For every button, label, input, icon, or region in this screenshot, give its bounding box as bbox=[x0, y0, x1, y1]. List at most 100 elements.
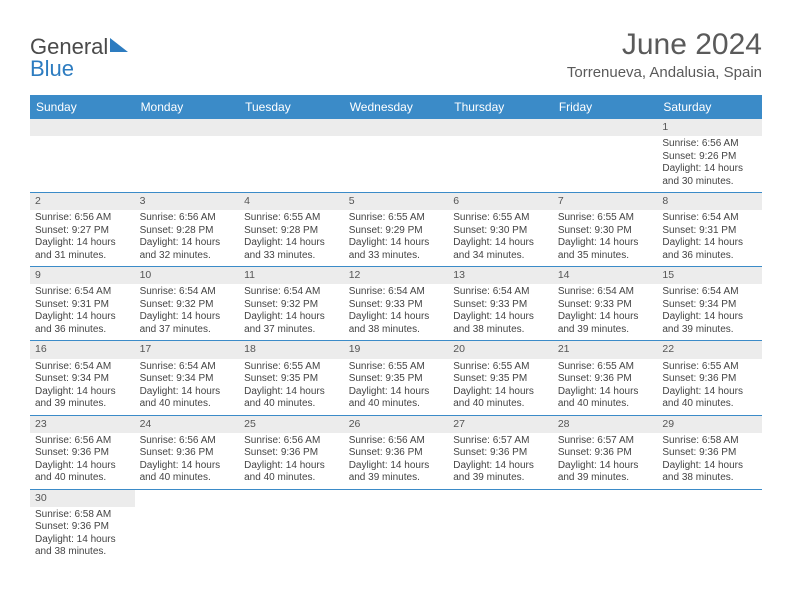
sunrise-text: Sunrise: 6:54 AM bbox=[35, 361, 130, 374]
calendar-day-cell: 12Sunrise: 6:54 AMSunset: 9:33 PMDayligh… bbox=[344, 267, 449, 341]
sunrise-text: Sunrise: 6:54 AM bbox=[349, 286, 444, 299]
daylight-text: Daylight: 14 hours and 40 minutes. bbox=[558, 386, 653, 411]
calendar-day-cell: 18Sunrise: 6:55 AMSunset: 9:35 PMDayligh… bbox=[239, 341, 344, 415]
day-number: 7 bbox=[553, 193, 658, 210]
day-body: Sunrise: 6:57 AMSunset: 9:36 PMDaylight:… bbox=[553, 433, 658, 489]
daylight-text: Daylight: 14 hours and 39 minutes. bbox=[662, 311, 757, 336]
sunrise-text: Sunrise: 6:56 AM bbox=[662, 138, 757, 151]
calendar-day-cell: 2Sunrise: 6:56 AMSunset: 9:27 PMDaylight… bbox=[30, 193, 135, 267]
day-body: Sunrise: 6:55 AMSunset: 9:35 PMDaylight:… bbox=[344, 359, 449, 415]
calendar-day-cell: 3Sunrise: 6:56 AMSunset: 9:28 PMDaylight… bbox=[135, 193, 240, 267]
sunset-text: Sunset: 9:30 PM bbox=[453, 225, 548, 238]
weekday-header: Wednesday bbox=[344, 95, 449, 119]
sunset-text: Sunset: 9:28 PM bbox=[244, 225, 339, 238]
calendar-day-cell: 1Sunrise: 6:56 AMSunset: 9:26 PMDaylight… bbox=[657, 119, 762, 193]
day-body: Sunrise: 6:54 AMSunset: 9:33 PMDaylight:… bbox=[448, 284, 553, 340]
day-body: Sunrise: 6:54 AMSunset: 9:34 PMDaylight:… bbox=[135, 359, 240, 415]
day-number: 11 bbox=[239, 267, 344, 284]
calendar-week-row: 2Sunrise: 6:56 AMSunset: 9:27 PMDaylight… bbox=[30, 193, 762, 267]
calendar-day-cell: 29Sunrise: 6:58 AMSunset: 9:36 PMDayligh… bbox=[657, 415, 762, 489]
daylight-text: Daylight: 14 hours and 39 minutes. bbox=[453, 460, 548, 485]
day-body: Sunrise: 6:54 AMSunset: 9:34 PMDaylight:… bbox=[657, 284, 762, 340]
daylight-text: Daylight: 14 hours and 40 minutes. bbox=[453, 386, 548, 411]
day-number: 6 bbox=[448, 193, 553, 210]
day-number: 28 bbox=[553, 416, 658, 433]
sunset-text: Sunset: 9:36 PM bbox=[558, 447, 653, 460]
calendar-week-row: 23Sunrise: 6:56 AMSunset: 9:36 PMDayligh… bbox=[30, 415, 762, 489]
calendar-day-cell: 15Sunrise: 6:54 AMSunset: 9:34 PMDayligh… bbox=[657, 267, 762, 341]
day-number: 25 bbox=[239, 416, 344, 433]
day-number bbox=[657, 490, 762, 507]
daylight-text: Daylight: 14 hours and 33 minutes. bbox=[244, 237, 339, 262]
day-number: 17 bbox=[135, 341, 240, 358]
day-number bbox=[239, 490, 344, 507]
sunrise-text: Sunrise: 6:56 AM bbox=[140, 212, 235, 225]
day-number: 20 bbox=[448, 341, 553, 358]
day-body: Sunrise: 6:54 AMSunset: 9:34 PMDaylight:… bbox=[30, 359, 135, 415]
day-number: 13 bbox=[448, 267, 553, 284]
sunset-text: Sunset: 9:34 PM bbox=[140, 373, 235, 386]
weekday-header: Thursday bbox=[448, 95, 553, 119]
calendar-week-row: 16Sunrise: 6:54 AMSunset: 9:34 PMDayligh… bbox=[30, 341, 762, 415]
day-body: Sunrise: 6:56 AMSunset: 9:36 PMDaylight:… bbox=[30, 433, 135, 489]
daylight-text: Daylight: 14 hours and 37 minutes. bbox=[140, 311, 235, 336]
weekday-header: Monday bbox=[135, 95, 240, 119]
sunset-text: Sunset: 9:26 PM bbox=[662, 151, 757, 164]
day-body: Sunrise: 6:54 AMSunset: 9:33 PMDaylight:… bbox=[553, 284, 658, 340]
daylight-text: Daylight: 14 hours and 30 minutes. bbox=[662, 163, 757, 188]
sunrise-text: Sunrise: 6:54 AM bbox=[244, 286, 339, 299]
calendar-day-cell: 8Sunrise: 6:54 AMSunset: 9:31 PMDaylight… bbox=[657, 193, 762, 267]
daylight-text: Daylight: 14 hours and 36 minutes. bbox=[662, 237, 757, 262]
daylight-text: Daylight: 14 hours and 31 minutes. bbox=[35, 237, 130, 262]
sunset-text: Sunset: 9:35 PM bbox=[349, 373, 444, 386]
sunrise-text: Sunrise: 6:54 AM bbox=[35, 286, 130, 299]
sunrise-text: Sunrise: 6:55 AM bbox=[558, 361, 653, 374]
calendar-week-row: 9Sunrise: 6:54 AMSunset: 9:31 PMDaylight… bbox=[30, 267, 762, 341]
calendar-day-cell: 23Sunrise: 6:56 AMSunset: 9:36 PMDayligh… bbox=[30, 415, 135, 489]
sunset-text: Sunset: 9:32 PM bbox=[244, 299, 339, 312]
daylight-text: Daylight: 14 hours and 34 minutes. bbox=[453, 237, 548, 262]
calendar-day-cell: 11Sunrise: 6:54 AMSunset: 9:32 PMDayligh… bbox=[239, 267, 344, 341]
calendar-day-cell: 6Sunrise: 6:55 AMSunset: 9:30 PMDaylight… bbox=[448, 193, 553, 267]
sunrise-text: Sunrise: 6:56 AM bbox=[35, 435, 130, 448]
day-number bbox=[239, 119, 344, 136]
calendar-day-cell: 9Sunrise: 6:54 AMSunset: 9:31 PMDaylight… bbox=[30, 267, 135, 341]
calendar-day-cell bbox=[239, 489, 344, 563]
calendar-day-cell bbox=[344, 489, 449, 563]
weekday-header: Sunday bbox=[30, 95, 135, 119]
day-number: 14 bbox=[553, 267, 658, 284]
calendar-day-cell bbox=[135, 489, 240, 563]
day-number: 5 bbox=[344, 193, 449, 210]
calendar-day-cell: 27Sunrise: 6:57 AMSunset: 9:36 PMDayligh… bbox=[448, 415, 553, 489]
calendar-day-cell bbox=[239, 119, 344, 193]
day-number bbox=[448, 119, 553, 136]
sunset-text: Sunset: 9:33 PM bbox=[453, 299, 548, 312]
calendar-day-cell: 5Sunrise: 6:55 AMSunset: 9:29 PMDaylight… bbox=[344, 193, 449, 267]
sunrise-text: Sunrise: 6:55 AM bbox=[244, 361, 339, 374]
sunrise-text: Sunrise: 6:55 AM bbox=[453, 212, 548, 225]
sunrise-text: Sunrise: 6:54 AM bbox=[453, 286, 548, 299]
calendar-day-cell: 10Sunrise: 6:54 AMSunset: 9:32 PMDayligh… bbox=[135, 267, 240, 341]
day-number: 21 bbox=[553, 341, 658, 358]
day-body: Sunrise: 6:54 AMSunset: 9:31 PMDaylight:… bbox=[657, 210, 762, 266]
sunset-text: Sunset: 9:34 PM bbox=[35, 373, 130, 386]
calendar-table: Sunday Monday Tuesday Wednesday Thursday… bbox=[30, 95, 762, 563]
title-block: June 2024 Torrenueva, Andalusia, Spain bbox=[567, 28, 762, 81]
sunrise-text: Sunrise: 6:56 AM bbox=[349, 435, 444, 448]
sunset-text: Sunset: 9:36 PM bbox=[349, 447, 444, 460]
day-body: Sunrise: 6:55 AMSunset: 9:30 PMDaylight:… bbox=[448, 210, 553, 266]
sunset-text: Sunset: 9:31 PM bbox=[662, 225, 757, 238]
day-number: 12 bbox=[344, 267, 449, 284]
day-number: 30 bbox=[30, 490, 135, 507]
calendar-day-cell: 30Sunrise: 6:58 AMSunset: 9:36 PMDayligh… bbox=[30, 489, 135, 563]
day-body: Sunrise: 6:54 AMSunset: 9:31 PMDaylight:… bbox=[30, 284, 135, 340]
daylight-text: Daylight: 14 hours and 40 minutes. bbox=[349, 386, 444, 411]
sunrise-text: Sunrise: 6:55 AM bbox=[349, 361, 444, 374]
sunset-text: Sunset: 9:32 PM bbox=[140, 299, 235, 312]
daylight-text: Daylight: 14 hours and 39 minutes. bbox=[558, 460, 653, 485]
daylight-text: Daylight: 14 hours and 32 minutes. bbox=[140, 237, 235, 262]
sunrise-text: Sunrise: 6:57 AM bbox=[558, 435, 653, 448]
daylight-text: Daylight: 14 hours and 40 minutes. bbox=[140, 386, 235, 411]
calendar-day-cell bbox=[553, 489, 658, 563]
calendar-day-cell bbox=[30, 119, 135, 193]
